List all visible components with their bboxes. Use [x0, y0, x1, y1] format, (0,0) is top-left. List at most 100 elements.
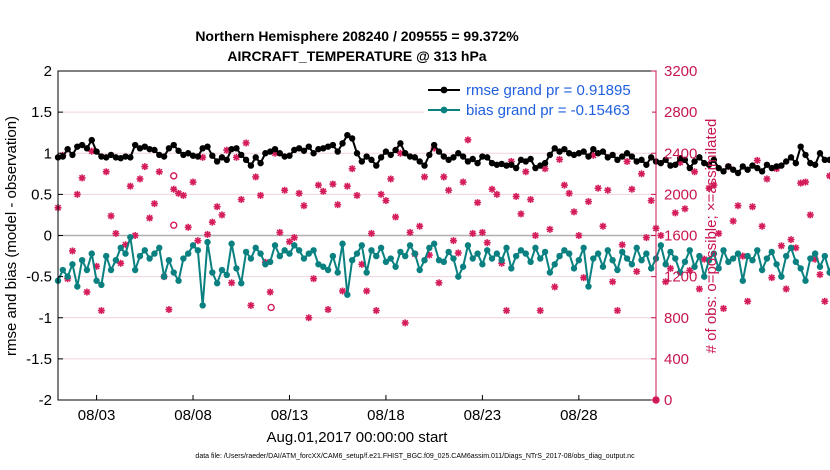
rmse-point [291, 146, 298, 154]
rmse-point [78, 141, 86, 149]
bias-point [320, 263, 327, 270]
bias-point [484, 247, 491, 254]
bias-point [276, 252, 284, 260]
obs-assimilated-marker [546, 225, 554, 233]
bias-point [112, 256, 120, 264]
bias-point [749, 256, 756, 264]
y2-tick-label: 400 [664, 351, 689, 368]
bias-point [729, 255, 737, 262]
rmse-point [585, 153, 592, 160]
obs-assimilated-marker [117, 259, 125, 267]
obs-assimilated-marker [165, 306, 173, 314]
obs-count-markers [54, 136, 830, 404]
obs-assimilated-marker [459, 178, 467, 186]
rmse-point [541, 159, 549, 167]
obs-assimilated-marker [445, 186, 453, 194]
bias-point [271, 242, 279, 249]
rmse-point [638, 156, 645, 164]
y2-tick-label: 3200 [664, 63, 697, 80]
rmse-point [459, 153, 467, 160]
obs-assimilated-marker [146, 214, 154, 222]
rmse-point [324, 143, 332, 150]
y-tick-label: -0.5 [26, 269, 52, 286]
rmse-point [88, 136, 95, 144]
rmse-point [271, 145, 279, 153]
legend: rmse grand pr = 0.91895 bias grand pr = … [424, 79, 652, 123]
chart-title-line2: AIRCRAFT_TEMPERATURE @ 313 hPa [227, 48, 486, 64]
bias-point [324, 266, 332, 274]
rmse-point [233, 145, 240, 152]
obs-assimilated-marker [584, 198, 592, 206]
obs-assimilated-marker [806, 211, 814, 219]
obs-assimilated-marker [295, 189, 303, 197]
bias-point [570, 265, 578, 272]
obs-assimilated-marker [382, 197, 390, 205]
obs-assimilated-marker [242, 139, 250, 147]
rmse-point [628, 153, 636, 160]
rmse-point [715, 164, 722, 172]
bias-point [353, 250, 361, 257]
bias-point [696, 252, 703, 260]
rmse-point [387, 151, 394, 159]
obs-assimilated-marker [454, 249, 462, 257]
bias-point [604, 247, 611, 254]
y-tick-label: 1.5 [31, 104, 52, 121]
rmse-point [754, 164, 761, 172]
rmse-point [498, 160, 505, 168]
obs-assimilated-marker [247, 301, 255, 309]
obs-assimilated-marker [474, 199, 482, 207]
bias-point [435, 256, 443, 264]
bias-point [213, 280, 221, 287]
bias-point [440, 258, 448, 266]
obs-assimilated-marker [633, 267, 641, 275]
obs-assimilated-marker [503, 307, 510, 315]
rmse-point [763, 161, 771, 168]
bias-point [701, 273, 708, 280]
y2-tick-label: 2400 [664, 145, 697, 162]
rmse-point [300, 147, 308, 154]
rmse-point [594, 150, 602, 157]
bias-point [247, 255, 255, 262]
bias-point [802, 277, 809, 284]
bias-point [329, 252, 337, 260]
bias-point [623, 255, 631, 262]
bias-point [734, 250, 742, 257]
obs-assimilated-marker [628, 185, 636, 193]
bias-point [194, 247, 202, 254]
bias-point [686, 247, 693, 254]
bias-point [464, 242, 472, 249]
rmse-point [493, 161, 501, 168]
bias-point [286, 250, 293, 257]
bias-point [131, 266, 139, 274]
rmse-point [194, 153, 202, 160]
obs-assimilated-marker [184, 223, 192, 231]
obs-possible-marker [170, 172, 178, 180]
rmse-point [773, 163, 780, 170]
rmse-point [623, 150, 631, 157]
rmse-point [131, 141, 139, 149]
bias-point [430, 240, 438, 247]
y2-tick-label: 2800 [664, 104, 697, 121]
obs-assimilated-marker [802, 178, 809, 186]
rmse-point [377, 154, 385, 161]
bias-point [763, 255, 771, 262]
obs-assimilated-marker [324, 306, 332, 314]
obs-assimilated-marker [826, 172, 830, 180]
bias-point [710, 250, 718, 257]
obs-assimilated-marker [560, 181, 568, 189]
obs-assimilated-marker [816, 271, 824, 279]
obs-possible-marker [267, 303, 275, 312]
obs-assimilated-marker [73, 190, 81, 198]
rmse-point [310, 150, 317, 157]
rmse-point [609, 151, 616, 159]
bias-point [488, 255, 496, 262]
bias-point [78, 256, 86, 264]
obs-assimilated-marker [710, 181, 718, 189]
obs-assimilated-marker [512, 192, 520, 200]
y-tick-label: 2 [44, 63, 52, 80]
bias-point [715, 265, 722, 272]
obs-assimilated-marker [97, 307, 105, 315]
y-tick-label: 0.5 [31, 186, 52, 203]
rmse-point [416, 158, 423, 165]
bias-point [811, 250, 819, 257]
